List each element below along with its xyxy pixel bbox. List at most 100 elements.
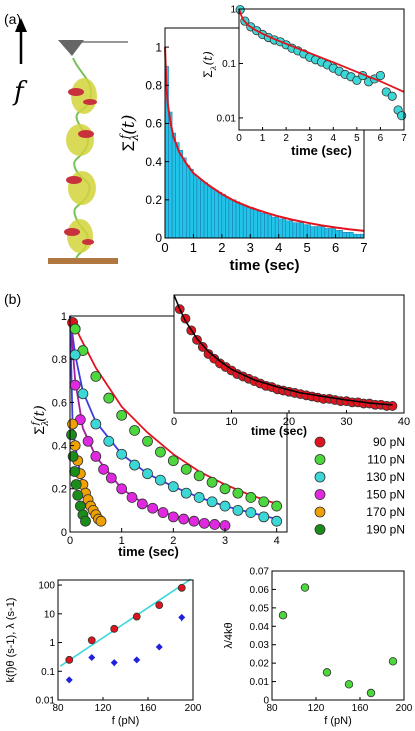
legend-marker: [314, 524, 326, 535]
histogram-bar: [175, 142, 180, 239]
data-point: [322, 668, 332, 677]
histogram-bar: [310, 226, 315, 239]
x-tick-label: 1: [190, 240, 197, 255]
histogram-bar: [282, 218, 287, 239]
y-axis-label: λ/4kθ: [223, 622, 235, 648]
histogram-bar: [360, 233, 365, 239]
x-tick-label: 3: [247, 240, 254, 255]
x-tick-label: 4: [331, 133, 337, 144]
y-tick-label: 0.6: [52, 397, 67, 409]
y-tick-label: 100: [38, 581, 55, 592]
data-point: [219, 483, 231, 495]
x-tick-label: 0: [171, 416, 177, 428]
data-point: [69, 379, 81, 391]
data-point: [105, 472, 117, 484]
data-point: [197, 342, 208, 352]
data-point: [88, 654, 96, 662]
data-point: [375, 70, 386, 81]
x-axis-label: f (pN): [112, 715, 140, 727]
data-point: [193, 470, 205, 482]
x-tick-label: 7: [401, 133, 407, 144]
data-point: [95, 515, 107, 527]
data-point: [206, 476, 218, 488]
y-axis-label: Σλf(t): [118, 115, 141, 152]
y-tick-label: 0.01: [250, 677, 270, 688]
x-tick-label: 160: [140, 703, 157, 714]
x-tick-label: 6: [332, 240, 339, 255]
histogram-bar: [257, 211, 262, 239]
legend-label: 90 pN: [373, 435, 405, 449]
histogram-bar: [317, 226, 322, 239]
x-axis-label: time (sec): [229, 257, 299, 274]
data-point: [133, 656, 141, 664]
data-point: [69, 349, 81, 361]
data-point: [90, 418, 102, 430]
panel-b-inset-chart: 0 10 20 30 40 time (sec): [171, 294, 410, 438]
data-point: [387, 401, 398, 411]
data-point: [80, 515, 91, 527]
y-tick-label: 0.07: [250, 567, 270, 578]
data-point: [65, 676, 73, 684]
x-tick-label: 7: [360, 240, 367, 255]
histogram-bar: [253, 209, 258, 239]
data-point: [66, 429, 77, 441]
x-tick-label: 20: [283, 416, 295, 428]
y-tick-label: 1: [49, 638, 55, 649]
y-axis-label: Σλf(t): [31, 405, 51, 434]
histogram-bar: [335, 230, 340, 239]
histogram-bar: [331, 228, 336, 239]
force-symbol: f: [12, 77, 28, 107]
data-point: [103, 435, 115, 447]
histogram-bar: [214, 190, 219, 239]
data-point: [90, 371, 102, 382]
legend-label: 130 pN: [366, 470, 405, 484]
x-tick-label: 2: [218, 240, 225, 255]
data-point: [245, 492, 257, 503]
data-point: [258, 496, 270, 508]
histogram-bar: [274, 216, 279, 239]
data-point: [271, 515, 283, 527]
y-axis-label: k(f)θ (s-1), λ (s-1): [5, 598, 17, 683]
x-tick-label: 2: [170, 535, 176, 547]
fit-line: [59, 578, 192, 667]
data-point: [77, 388, 89, 400]
histogram-bar: [267, 214, 272, 239]
x-tick-label: 10: [225, 416, 237, 428]
data-point: [397, 111, 407, 121]
y-tick-label: 0.02: [250, 659, 270, 670]
histogram-bar: [328, 228, 333, 239]
histogram-bar: [196, 178, 201, 239]
y-tick-label: 1: [155, 40, 162, 54]
data-point: [232, 504, 244, 516]
data-point: [67, 450, 79, 462]
data-point: [129, 425, 140, 436]
data-point: [219, 500, 231, 512]
histogram-bar: [264, 212, 269, 239]
y-tick-label: 1: [230, 5, 236, 16]
histogram-bar: [271, 216, 276, 239]
data-point: [69, 466, 81, 477]
y-tick-label: 0: [155, 231, 162, 245]
legend-label: 190 pN: [366, 523, 405, 537]
x-tick-label: 4: [274, 535, 280, 547]
data-point: [69, 323, 81, 335]
histogram-bar: [260, 212, 265, 239]
data-point: [126, 492, 138, 503]
data-point: [155, 446, 166, 458]
data-point: [232, 487, 244, 499]
data-point: [167, 455, 179, 467]
data-point: [87, 636, 96, 645]
inset-background: [239, 9, 404, 130]
x-axis-label: time (sec): [251, 424, 307, 438]
data-point: [110, 659, 118, 667]
data-point: [116, 448, 128, 460]
protein-illustration: [48, 40, 128, 264]
y-tick-label: 1: [61, 311, 67, 323]
y-tick-label: 0.1: [41, 667, 55, 678]
histogram-bar: [285, 220, 290, 239]
data-point: [245, 507, 257, 518]
histogram-bar: [218, 191, 223, 239]
histogram-bar: [203, 182, 208, 239]
x-tick-label: 80: [52, 703, 64, 714]
